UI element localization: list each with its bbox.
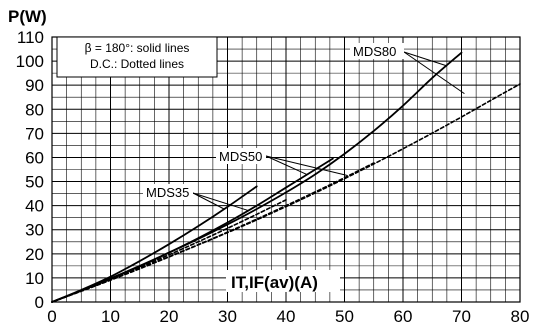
pointer-mds50-solid: [265, 155, 307, 175]
annotation-mds50-bg: [216, 148, 266, 164]
annotation-mds50-label: MDS50: [219, 149, 262, 164]
y-tick-label: 40: [25, 197, 44, 216]
series-lines: [51, 51, 521, 303]
annotation-mds35: MDS35: [143, 184, 193, 200]
x-tick-label: 80: [511, 307, 530, 326]
x-tick-label: 40: [277, 307, 296, 326]
x-tick-label: 30: [218, 307, 237, 326]
legend-box: β = 180°: solid lines D.C.: Dotted lines: [56, 36, 218, 78]
y-tick-label: 100: [16, 52, 44, 71]
y-axis-label: P(W): [8, 7, 47, 26]
pointer-mds80-solid: [403, 51, 448, 67]
plot-frame: [51, 36, 521, 303]
series-line-mds80-dotted: [51, 83, 521, 303]
annotation-mds35-bg: [143, 184, 193, 200]
y-tick-label: 50: [25, 173, 44, 192]
pointer-mds80-dotted: [403, 51, 465, 95]
x-tick-label: 10: [101, 307, 120, 326]
pointer-mds35-dotted: [192, 192, 249, 211]
y-tick-label: 60: [25, 148, 44, 167]
y-tick-label: 0: [35, 293, 44, 312]
legend-frame: [56, 36, 218, 78]
x-axis-label-bg: [226, 270, 340, 292]
y-tick-label: 90: [25, 76, 44, 95]
annotation-mds80-label: MDS80: [353, 44, 396, 59]
pointer-mds35-solid: [192, 192, 225, 210]
x-tick-label: 70: [452, 307, 471, 326]
y-tick-label: 30: [25, 221, 44, 240]
annotation-mds35-label: MDS35: [146, 185, 189, 200]
tick-labels: 0 10 20 30 40 50 60 70 8001020304050607080901001…: [16, 28, 530, 326]
series-line-mds80-solid: [51, 51, 463, 303]
x-tick-label: 50: [335, 307, 354, 326]
y-tick-label: 80: [25, 100, 44, 119]
pointer-mds50-dotted: [265, 155, 348, 177]
y-tick-label: 10: [25, 269, 44, 288]
annotation-mds80-bg: [350, 43, 404, 59]
y-tick-label: 20: [25, 245, 44, 264]
annotation-mds50: MDS50: [216, 148, 266, 164]
y-tick-label: 110: [17, 28, 44, 47]
x-axis-label: IT,IF(av)(A): [231, 273, 318, 292]
grid: [51, 36, 521, 303]
annotation-pointers: [192, 51, 465, 211]
x-tick-label: 60: [394, 307, 413, 326]
legend-line-1: β = 180°: solid lines: [85, 41, 190, 55]
x-tick-label: 20: [160, 307, 179, 326]
x-tick-label: 0: [47, 307, 56, 326]
legend-line-2: D.C.: Dotted lines: [90, 57, 184, 71]
series-line-mds35-dotted: [51, 199, 287, 303]
annotation-mds80: MDS80: [350, 43, 404, 59]
x-axis-label-box: IT,IF(av)(A): [226, 270, 340, 292]
y-tick-label: 70: [25, 124, 44, 143]
